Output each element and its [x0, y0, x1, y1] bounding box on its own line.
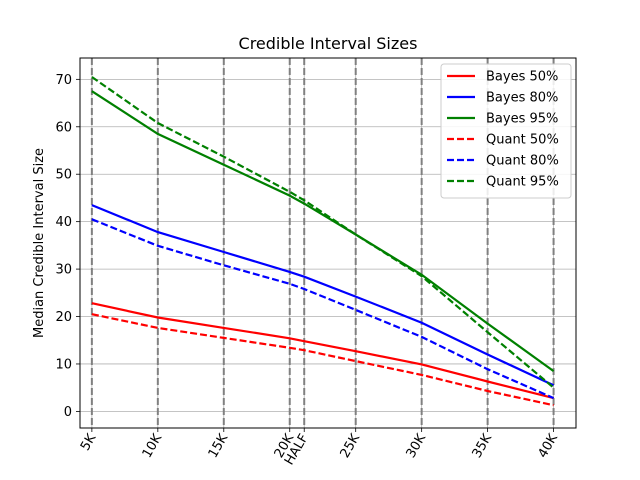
legend-label: Bayes 80% [486, 91, 558, 106]
legend-label: Quant 80% [486, 154, 559, 169]
chart-title: Credible Interval Sizes [239, 34, 418, 53]
y-axis: 0 10 20 30 40 50 60 70 [55, 73, 80, 420]
y-tick-label: 10 [55, 357, 72, 372]
series-line [91, 302, 554, 400]
series-line [91, 313, 554, 407]
legend-label: Quant 50% [486, 133, 559, 148]
y-tick-label: 50 [55, 168, 72, 183]
legend-label: Quant 95% [486, 175, 559, 190]
y-tick-label: 60 [55, 120, 72, 135]
legend: Bayes 50% Bayes 80% Bayes 95% Quant 50% Quan… [440, 63, 572, 199]
y-tick-label: 30 [55, 263, 72, 278]
plot-frame [79, 57, 577, 429]
series-line [91, 76, 555, 389]
legend-label: Bayes 50% [486, 70, 558, 85]
series-lines [91, 76, 555, 407]
series-line [91, 90, 555, 372]
y-tick-label: 40 [55, 215, 72, 230]
series-line [91, 218, 555, 400]
legend-label: Bayes 95% [486, 112, 558, 127]
x-tick-label: 5K [78, 431, 100, 453]
y-tick-label: 70 [55, 73, 72, 88]
y-tick-label: 0 [64, 405, 72, 420]
y-tick-label: 20 [55, 310, 72, 325]
y-axis-label: Median Credible Interval Size [32, 148, 47, 338]
series-line [91, 204, 555, 387]
